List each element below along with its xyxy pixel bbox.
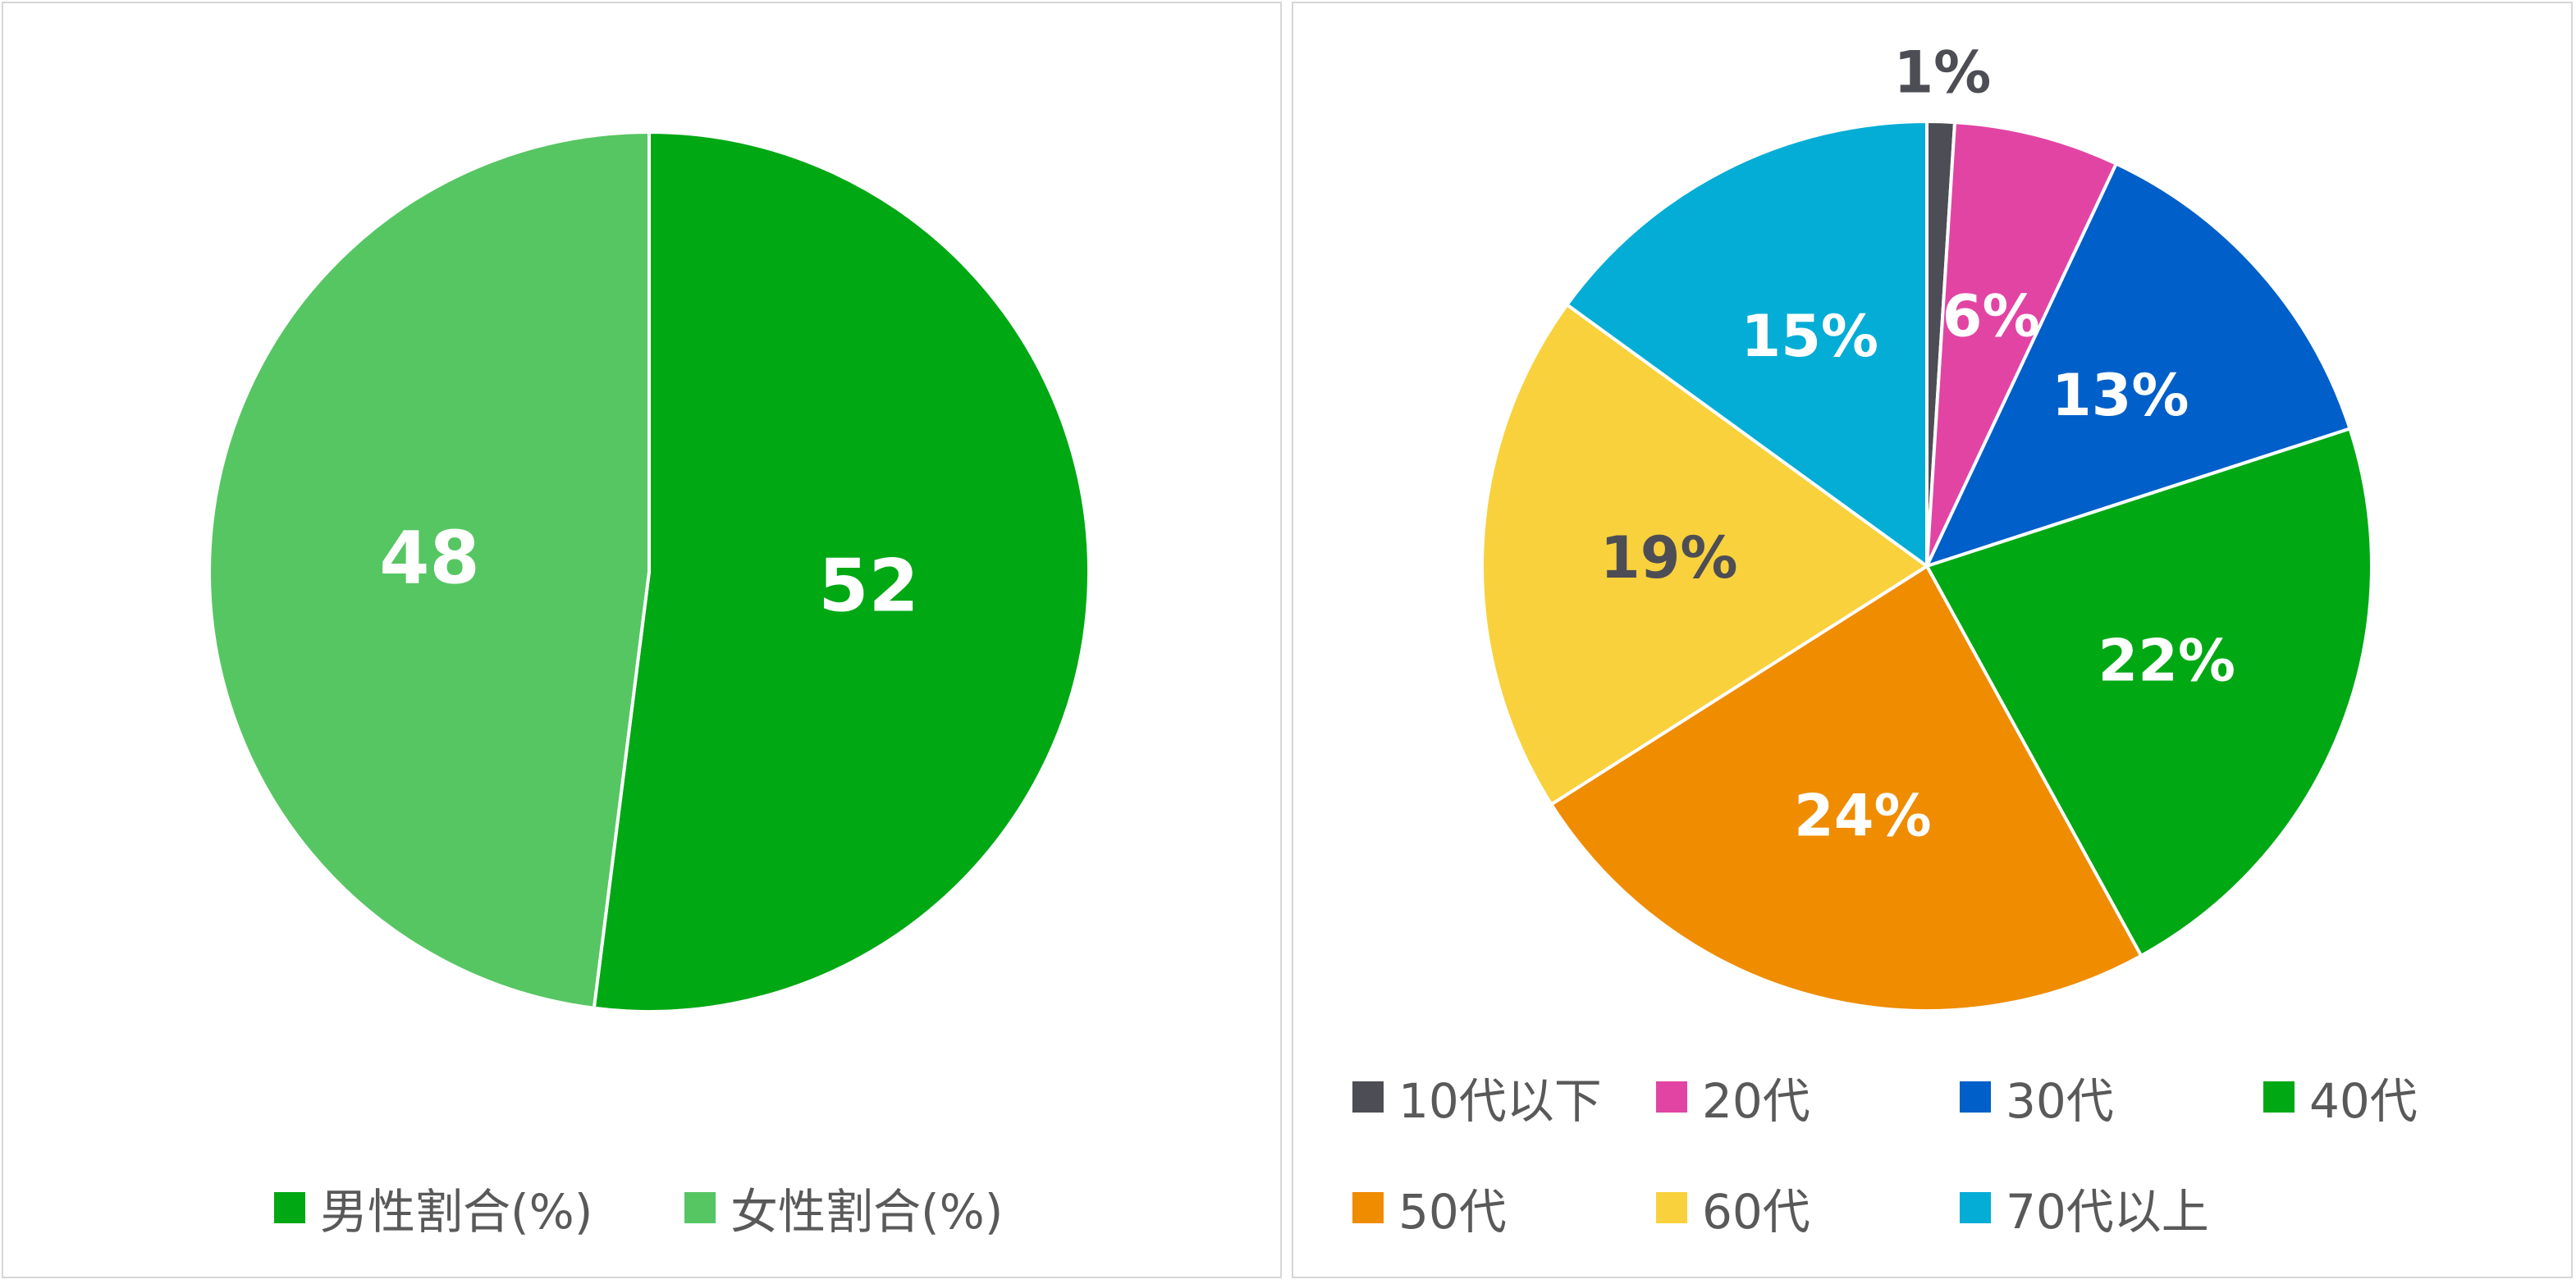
legend-label: 50代 xyxy=(1398,1184,1507,1240)
pie-slice-6 xyxy=(1564,119,1929,569)
legend-swatch xyxy=(1656,1192,1687,1223)
gender-chart-panel: 52 48 男性割合(%) 女性割合(%) xyxy=(2,2,1282,1278)
legend-label: 60代 xyxy=(1702,1184,1810,1240)
legend-swatch xyxy=(684,1192,716,1223)
legend-swatch xyxy=(1960,1192,1991,1223)
legend-item-5: 60代 xyxy=(1656,1179,1810,1240)
legend-label: 70代以上 xyxy=(2006,1184,2209,1240)
data-label-3: 22% xyxy=(2098,628,2236,695)
data-label-2: 13% xyxy=(2052,362,2189,429)
pie-slice-5 xyxy=(1480,302,1930,807)
data-label-6: 15% xyxy=(1741,303,1879,370)
legend-item-0: 男性割合(%) xyxy=(274,1179,593,1240)
legend-item-2: 30代 xyxy=(1960,1068,2114,1129)
legend-label: 10代以下 xyxy=(1398,1073,1602,1129)
legend-label: 女性割合(%) xyxy=(730,1184,1004,1240)
pie-slice-0 xyxy=(592,130,1091,1013)
legend-swatch xyxy=(1352,1081,1384,1113)
legend-label: 40代 xyxy=(2309,1073,2418,1129)
data-label-0: 1% xyxy=(1893,39,1991,107)
legend-swatch xyxy=(1352,1192,1384,1223)
data-label-1: 6% xyxy=(1942,283,2040,350)
pie-slice-1 xyxy=(1925,120,2119,567)
data-label-5: 19% xyxy=(1600,524,1738,592)
legend-item-4: 50代 xyxy=(1352,1179,1507,1240)
legend-swatch xyxy=(1656,1081,1687,1113)
legend-item-0: 10代以下 xyxy=(1352,1068,1602,1129)
legend-item-1: 女性割合(%) xyxy=(684,1179,1003,1240)
pie-slice-1 xyxy=(208,130,651,1011)
legend-swatch xyxy=(274,1192,305,1223)
legend-label: 20代 xyxy=(1702,1073,1810,1129)
legend-label: 男性割合(%) xyxy=(320,1184,593,1240)
legend-item-3: 40代 xyxy=(2263,1068,2418,1129)
data-label-4: 24% xyxy=(1794,782,1932,849)
legend-item-6: 70代以上 xyxy=(1960,1179,2209,1240)
legend-item-1: 20代 xyxy=(1656,1068,1810,1129)
age-pie-chart: 1% 6%13% 22% 24% 19% 15% xyxy=(1480,39,2373,1012)
legend-swatch xyxy=(2263,1081,2295,1113)
pie-slice-4 xyxy=(1549,564,2144,1012)
gender-pie-chart: 52 48 xyxy=(208,130,1091,1013)
legend-label: 30代 xyxy=(2006,1073,2114,1129)
legend-swatch xyxy=(1960,1081,1991,1113)
pie-slice-3 xyxy=(1924,426,2373,958)
data-label-1: 48 xyxy=(379,516,479,601)
pie-slice-2 xyxy=(1924,161,2352,569)
data-label-0: 52 xyxy=(818,543,918,628)
age-chart-panel: 1% 6% 13% 22% 24% 19% 15% 10代以下 20代 30代 40代 50代 60代… xyxy=(1292,2,2573,1278)
